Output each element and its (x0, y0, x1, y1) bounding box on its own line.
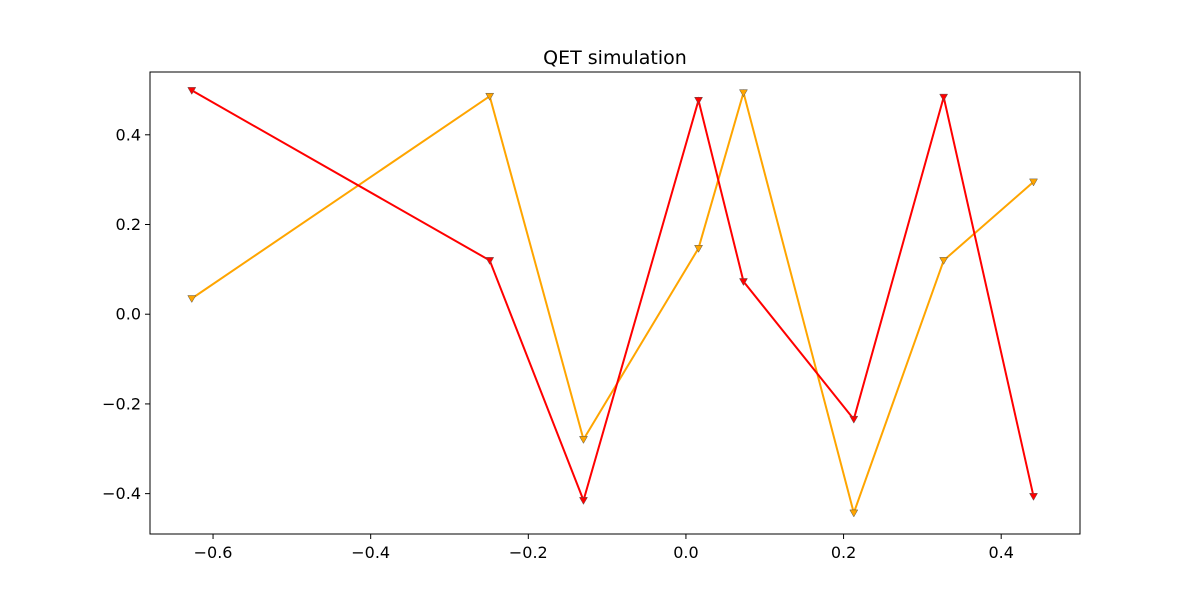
data-point-marker (694, 245, 703, 253)
data-point-marker (579, 497, 588, 505)
x-tick-label: 0.0 (673, 543, 698, 562)
x-tick-label: −0.2 (509, 543, 548, 562)
data-point-marker (485, 257, 495, 265)
data-point-marker (849, 415, 859, 424)
y-tick-label: 0.4 (116, 125, 141, 144)
axes-layer: −0.6 −0.4 −0.2 0.0 0.2 0.4 −0.4 −0.2 0.0 0.2 0.4 (102, 125, 1014, 562)
data-point-marker (739, 89, 748, 98)
data-point-marker (1029, 493, 1038, 501)
series-line (191, 88, 1035, 517)
y-tick-label: 0.0 (116, 305, 141, 324)
data-point-marker (187, 87, 197, 95)
x-tick-label: 0.4 (988, 543, 1013, 562)
x-tick-label: −0.6 (194, 543, 233, 562)
series-group (187, 88, 1038, 518)
series-line (191, 89, 1035, 504)
data-point-marker (939, 93, 949, 102)
x-tick-label: −0.4 (351, 543, 390, 562)
series-group (187, 87, 1038, 505)
chart-title: QET simulation (543, 47, 687, 69)
data-point-marker (579, 436, 588, 444)
data-point-marker (485, 92, 495, 101)
y-tick-label: −0.4 (102, 484, 141, 503)
data-point-marker (1029, 178, 1038, 187)
x-tick-label: 0.2 (831, 543, 856, 562)
data-point-marker (187, 295, 197, 304)
data-point-marker (739, 278, 748, 286)
y-tick-label: 0.2 (116, 215, 141, 234)
plot-area-frame (149, 71, 1081, 535)
data-point-marker (694, 97, 703, 105)
y-tick-label: −0.2 (102, 394, 141, 413)
series-layer (187, 87, 1038, 518)
data-point-marker (939, 257, 949, 265)
data-point-marker (849, 509, 859, 518)
